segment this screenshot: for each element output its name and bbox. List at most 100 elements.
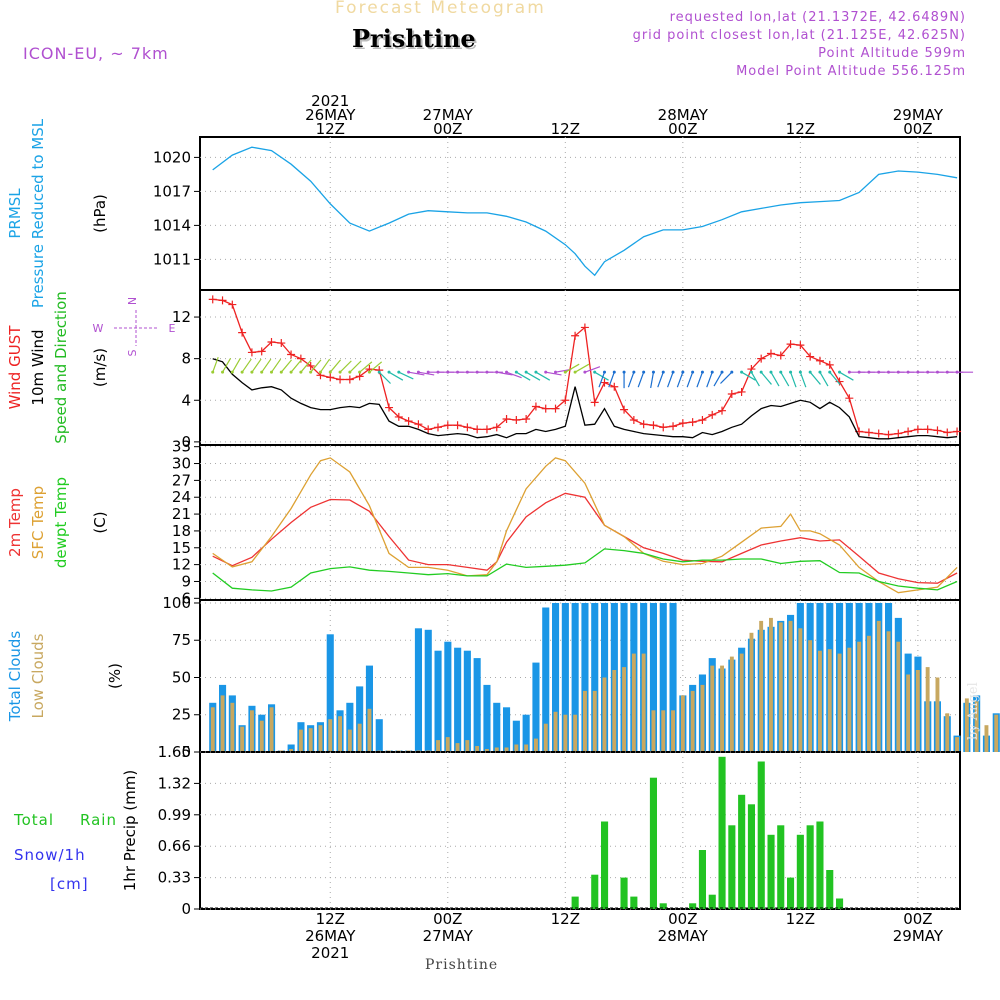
wind-direction-head	[279, 370, 283, 374]
y-unit-label: (%)	[106, 663, 124, 689]
gust-marker	[776, 351, 785, 360]
bar-low_cloud	[220, 695, 225, 752]
bar-low_cloud	[700, 684, 705, 752]
top-time-label: 00Z	[433, 120, 462, 138]
wind-direction-head	[583, 370, 587, 374]
gust-marker	[953, 427, 962, 436]
gust-marker	[815, 356, 824, 365]
bar-low_cloud	[592, 690, 597, 752]
wind-direction-arrow	[713, 371, 723, 387]
y-tick-label: 1.32	[158, 774, 191, 792]
bottom-time-label: 2021	[311, 944, 349, 962]
bar-rain	[757, 761, 765, 909]
bar-low_cloud	[906, 674, 911, 752]
wind-direction-arrow	[809, 371, 821, 385]
wind-direction-head	[240, 370, 244, 374]
legend-snow: Snow/1h	[14, 846, 86, 864]
wind-direction-head	[250, 370, 254, 374]
credit-watermark: by Angel	[966, 682, 981, 740]
wind-direction-arrow	[594, 371, 609, 381]
wind-direction-head	[211, 370, 215, 374]
bar-low_cloud	[641, 653, 646, 752]
bottom-time-label: 00Z	[903, 910, 932, 928]
wind-direction-head	[544, 370, 548, 374]
gust-marker	[238, 328, 247, 337]
y-tick-label: 0.33	[158, 869, 191, 887]
bar-low_cloud	[671, 710, 675, 752]
top-time-label: 00Z	[903, 120, 932, 138]
bar-low_cloud	[494, 747, 499, 752]
wind-direction-head	[387, 370, 391, 374]
bar-low_cloud	[308, 728, 313, 752]
bar-rain	[718, 756, 726, 909]
wind-direction-head	[612, 370, 616, 374]
gust-marker	[884, 430, 893, 439]
bar-low_cloud	[250, 710, 254, 752]
gust-marker	[247, 348, 256, 357]
wind-direction-head	[857, 370, 861, 374]
gust-marker	[561, 396, 570, 405]
wind-direction-arrow	[706, 371, 713, 388]
wind-direction-arrow	[819, 371, 829, 387]
wind-direction-arrow	[251, 358, 262, 373]
bottom-time-label: 12Z	[551, 910, 580, 928]
y-axis-label: Wind GUST	[6, 325, 24, 410]
bar-total_cloud	[483, 684, 491, 752]
y-tick-label: 6	[181, 589, 191, 607]
bar-low_cloud	[651, 710, 656, 752]
bar-low_cloud	[867, 635, 871, 752]
bar-total_cloud	[532, 662, 540, 752]
bar-low_cloud	[573, 714, 578, 752]
wind-direction-head	[955, 370, 959, 374]
bar-low_cloud	[847, 647, 852, 752]
wind-direction-head	[485, 370, 489, 374]
bar-total_cloud	[571, 603, 579, 752]
wind-direction-head	[456, 370, 460, 374]
wind-direction-head	[838, 370, 842, 374]
wind-direction-arrow	[657, 371, 664, 388]
gust-marker	[228, 300, 237, 309]
gust-marker	[913, 425, 922, 434]
compass-w: W	[93, 322, 104, 335]
gust-marker	[218, 296, 227, 305]
model-altitude: Model Point Altitude 556.125m	[736, 64, 966, 79]
gust-marker	[463, 423, 472, 432]
bar-rain	[787, 877, 795, 909]
wind-direction-head	[495, 370, 499, 374]
y-tick-label: 18	[172, 522, 191, 540]
gust-marker	[287, 350, 296, 359]
wind-direction-arrow	[608, 371, 615, 388]
bar-low_cloud	[259, 720, 264, 752]
gust-marker	[669, 422, 678, 431]
y-tick-label: 1017	[153, 182, 191, 200]
wind-direction-head	[945, 370, 949, 374]
bar-low_cloud	[475, 746, 480, 752]
y-tick-label: 0	[181, 743, 191, 761]
bar-low_cloud	[818, 650, 822, 752]
bar-low_cloud	[436, 740, 440, 752]
y-axis-label: PRMSL	[6, 188, 24, 239]
gust-marker	[580, 323, 589, 332]
gust-marker	[257, 347, 266, 356]
bar-low_cloud	[485, 749, 489, 752]
gust-marker	[698, 416, 707, 425]
wind-direction-head	[740, 370, 744, 374]
bar-low_cloud	[759, 620, 764, 752]
bar-rain	[630, 896, 638, 909]
wind-direction-head	[779, 370, 783, 374]
bar-low_cloud	[935, 677, 940, 752]
gust-marker	[786, 340, 795, 349]
gust-marker	[688, 418, 697, 427]
gust-marker	[874, 429, 883, 438]
bar-total_cloud	[561, 603, 569, 752]
wind-direction-head	[563, 370, 567, 374]
top-time-label: 27MAY	[423, 106, 474, 124]
bar-rain	[601, 821, 609, 909]
bar-low_cloud	[328, 719, 333, 752]
bar-rain	[777, 825, 785, 909]
wind-direction-arrow	[790, 371, 797, 388]
top-time-label: 28MAY	[658, 106, 709, 124]
bar-low_cloud	[798, 628, 803, 752]
y-tick-label: 0.99	[158, 806, 191, 824]
gust-marker	[629, 416, 638, 425]
